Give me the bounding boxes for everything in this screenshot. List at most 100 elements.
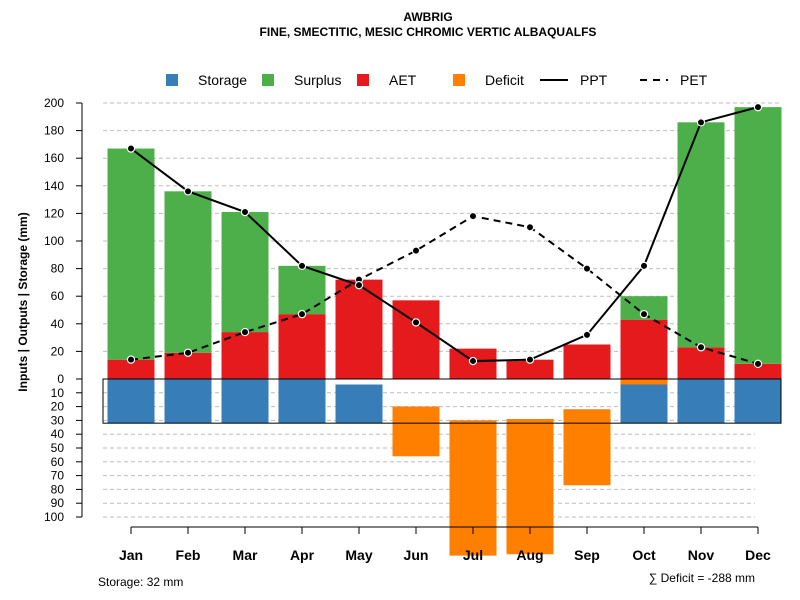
ppt-point [411,318,421,327]
y-tick-label: 80 [51,262,65,276]
legend-pet-label: PET [680,72,708,88]
y-tick-label: 180 [44,124,64,138]
y-tick-label: 100 [44,510,64,524]
legend: Storage Surplus AET Deficit PPT PET [166,72,708,88]
x-tick-label: Apr [290,547,315,563]
aet-bar [734,363,782,379]
aet-bar [107,359,155,379]
x-tick-label: Mar [233,547,258,563]
y-axis-label: Inputs | Outputs | Storage (mm) [16,212,30,391]
y-tick-label: 30 [51,413,65,427]
ppt-point [126,144,136,153]
pet-point [525,222,535,232]
pet-point [240,327,250,337]
surplus-bar [620,296,668,320]
pet-point [183,348,193,357]
surplus-bar [221,212,269,333]
surplus-bar [107,148,155,360]
ppt-point [297,261,307,271]
deficit-total-note: ∑ Deficit = -288 mm [649,571,755,585]
x-tick-label: Jul [463,547,483,563]
surplus-bar [734,107,782,364]
x-tick-label: Feb [176,547,201,563]
storage-bar [335,384,383,424]
x-tick-label: May [345,547,372,563]
chart-title: AWBRIG [403,10,452,24]
pet-point [753,359,763,369]
y-tick-label: 140 [44,179,64,193]
x-tick-label: Jun [404,547,429,563]
y-tick-label: 40 [51,427,65,441]
aet-bar [164,352,212,379]
legend-deficit-label: Deficit [485,72,524,88]
y-tick-label: 100 [44,234,64,248]
deficit-bar [449,420,497,556]
storage-bar [734,379,782,424]
y-tick-label: 70 [51,469,65,483]
aet-bar [278,314,326,379]
legend-surplus-swatch [262,74,274,86]
storage-bar [677,379,725,424]
aet-bar [221,332,269,379]
y-tick-label: 50 [51,441,65,455]
storage-capacity-note: Storage: 32 mm [98,575,183,589]
y-tick-label: 90 [51,496,65,510]
y-tick-label: 40 [51,317,65,331]
y-tick-label: 160 [44,151,64,165]
ppt-point [582,330,592,340]
legend-ppt-label: PPT [580,72,608,88]
ppt-point [639,261,649,271]
deficit-bar [620,379,668,385]
legend-aet-label: AET [389,72,417,88]
x-tick-label: Dec [745,547,771,563]
aet-bar [677,347,725,379]
pet-point [468,211,478,221]
aet-bar [506,359,554,379]
storage-bar [278,379,326,424]
surplus-bar [164,191,212,353]
ppt-point [240,207,250,217]
plot-area: 0204060801001201401601802001020304050607… [44,96,782,563]
x-tick-label: Jan [119,547,143,563]
ppt-point [468,356,478,366]
x-tick-label: Aug [516,547,543,563]
aet-bar [563,344,611,379]
aet-bar [620,319,668,379]
y-tick-label: 120 [44,206,64,220]
legend-aet-swatch [357,74,369,86]
ppt-point [696,118,706,127]
pet-point [126,355,136,364]
ppt-point [354,280,364,290]
storage-bar [107,379,155,424]
legend-storage-swatch [166,74,178,86]
ppt-point [753,102,763,112]
storage-bar [221,379,269,424]
pet-point [297,309,307,319]
ppt-point [183,187,193,196]
storage-bar [164,379,212,424]
aet-bar [392,300,440,379]
legend-surplus-label: Surplus [294,72,341,88]
legend-storage-label: Storage [198,72,247,88]
x-tick-label: Nov [688,547,715,563]
chart-subtitle: FINE, SMECTITIC, MESIC CHROMIC VERTIC AL… [260,25,597,39]
surplus-bar [278,265,326,315]
y-tick-label: 60 [51,289,65,303]
surplus-bar [677,122,725,348]
pet-point [582,264,592,273]
storage-capacity-box [102,378,782,424]
pet-point [696,343,706,352]
y-tick-label: 60 [51,455,65,469]
pet-point [411,246,421,255]
y-tick-label: 20 [51,400,65,414]
y-tick-label: 10 [51,386,65,400]
y-tick-label: 0 [57,372,64,386]
deficit-bar [563,409,611,486]
aet-bar [335,279,383,379]
ppt-point [525,355,535,364]
x-tick-label: Oct [632,547,656,563]
pet-line [130,215,759,365]
storage-bar [620,379,668,424]
ppt-line [130,106,759,363]
pet-point [639,309,649,319]
